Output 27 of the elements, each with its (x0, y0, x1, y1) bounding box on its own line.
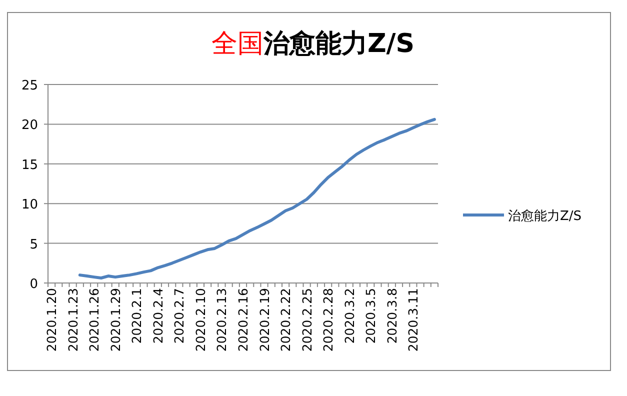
line-series (78, 118, 436, 280)
x-tick-label: 2020.1.23 (65, 288, 80, 352)
y-tick-label: 0 (30, 277, 38, 292)
x-tick-label: 2020.3.11 (406, 288, 421, 352)
x-tick-label: 2020.2.28 (320, 288, 336, 352)
x-tick-label: 2020.1.20 (44, 288, 60, 352)
x-tick-label: 2020.2.22 (278, 288, 294, 352)
x-tick-label: 2020.3.2 (342, 288, 357, 344)
y-tick-label: 10 (21, 198, 38, 213)
x-tick-label: 2020.3.8 (384, 288, 400, 344)
x-tick-label: 2020.2.13 (214, 288, 230, 352)
chart-title: 全国治愈能力Z/S (211, 29, 415, 59)
y-tick-label: 5 (30, 237, 38, 252)
x-tick-label: 2020.2.25 (299, 288, 314, 352)
y-tick-label: 15 (21, 158, 38, 173)
x-tick-label: 2020.3.5 (363, 288, 378, 344)
x-tick-label: 2020.1.29 (108, 288, 123, 352)
x-tick-label: 2020.2.1 (129, 288, 144, 344)
x-tick-label: 2020.2.10 (192, 288, 208, 352)
x-tick-label: 2020.2.7 (172, 288, 187, 344)
x-tick-label: 2020.1.26 (86, 288, 102, 352)
x-tick-label: 2020.2.19 (256, 288, 272, 352)
y-tick-label: 20 (21, 118, 38, 134)
x-tick-label: 2020.2.4 (150, 288, 166, 344)
y-tick-label: 25 (21, 78, 38, 94)
x-tick-label: 2020.2.16 (236, 288, 250, 352)
legend-label: 治愈能力Z/S (508, 209, 582, 224)
